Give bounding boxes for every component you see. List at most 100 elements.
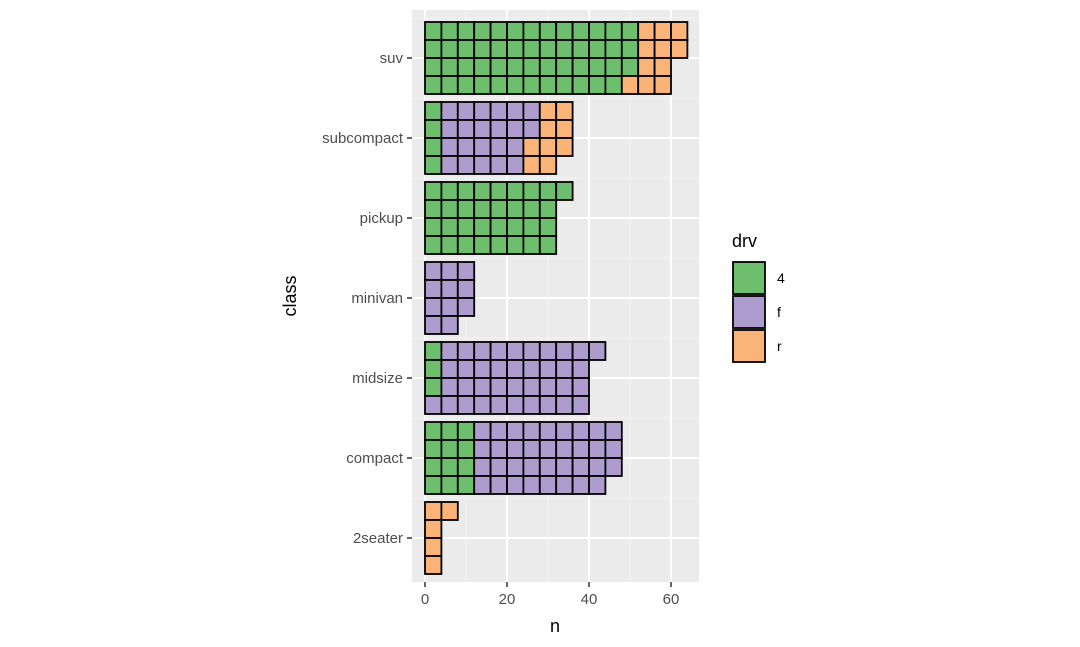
waffle-cell-compact [440,475,459,495]
waffle-cell-2seater [424,501,443,521]
waffle-cell-pickup [506,181,525,201]
waffle-cell-midsize [555,377,574,397]
waffle-cell-subcompact [456,155,476,175]
x-tick-label: 0 [421,591,429,608]
waffle-cell-pickup [456,181,476,201]
waffle-cell-suv [588,75,607,95]
waffle-cell-suv [506,75,525,95]
waffle-cell-pickup [473,199,492,219]
waffle-cell-subcompact [489,101,508,121]
waffle-cell-compact [506,421,525,441]
waffle-cell-compact [555,439,574,459]
waffle-cell-midsize [489,341,508,361]
waffle-cell-midsize [440,395,459,415]
waffle-cell-midsize [571,359,590,379]
waffle-cell-midsize [424,359,443,379]
waffle-cell-2seater [424,555,443,575]
waffle-cell-suv [653,21,672,41]
waffle-cell-suv [555,21,574,41]
legend-key-r [732,329,766,363]
waffle-cell-compact [456,457,476,477]
waffle-cell-pickup [489,199,508,219]
waffle-cell-suv [571,57,590,77]
waffle-cell-compact [588,439,607,459]
waffle-cell-suv [456,57,476,77]
waffle-cell-midsize [555,341,574,361]
waffle-cell-compact [440,439,459,459]
waffle-cell-suv [571,39,590,59]
y-axis: 2seater compact midsize minivan pickup subcom… [322,50,412,547]
waffle-cell-subcompact [522,119,541,139]
waffle-cell-compact [424,475,443,495]
waffle-cell-subcompact [489,155,508,175]
waffle-cell-midsize [456,341,476,361]
waffle-cell-minivan [424,279,443,299]
waffle-cell-subcompact [538,101,558,121]
waffle-cell-suv [456,75,476,95]
waffle-cell-midsize [555,359,574,379]
waffle-cell-suv [506,57,525,77]
waffle-cell-subcompact [424,137,443,157]
waffle-cell-pickup [538,235,558,255]
waffle-cell-subcompact [489,119,508,139]
waffle-cell-pickup [473,217,492,237]
waffle-cell-midsize [506,359,525,379]
waffle-cell-minivan [440,315,459,335]
waffle-cell-subcompact [424,101,443,121]
waffle-cell-compact [424,457,443,477]
waffle-cell-suv [637,57,656,77]
waffle-cell-suv [620,39,640,59]
waffle-cell-pickup [424,217,443,237]
waffle-cell-pickup [440,217,459,237]
waffle-cell-suv [424,57,443,77]
waffle-cell-pickup [489,181,508,201]
waffle-cell-compact [473,439,492,459]
waffle-cell-subcompact [506,119,525,139]
waffle-cell-subcompact [456,101,476,121]
waffle-cell-subcompact [506,155,525,175]
x-tick-label: 20 [499,591,516,608]
waffle-cell-pickup [538,199,558,219]
waffle-cell-midsize [571,341,590,361]
waffle-cell-pickup [440,199,459,219]
waffle-cell-suv [538,21,558,41]
waffle-cell-compact [456,439,476,459]
legend-key-4 [732,261,766,295]
legend: drv 4 f r [732,231,785,363]
waffle-cell-2seater [440,501,459,521]
waffle-cell-subcompact [424,119,443,139]
waffle-cell-minivan [440,261,459,281]
waffle-cell-suv [522,75,541,95]
waffle-cell-suv [620,75,640,95]
waffle-cell-midsize [588,341,607,361]
waffle-cell-midsize [538,341,558,361]
waffle-cell-suv [473,57,492,77]
waffle-cell-compact [588,421,607,441]
waffle-cell-midsize [571,377,590,397]
waffle-cell-suv [670,39,689,59]
waffle-cell-compact [456,475,476,495]
waffle-cell-pickup [456,199,476,219]
waffle-cell-minivan [440,279,459,299]
waffle-cell-suv [473,39,492,59]
waffle-cell-pickup [506,199,525,219]
waffle-cell-compact [506,439,525,459]
waffle-cell-suv [440,21,459,41]
x-axis: 0 20 40 60 [421,582,679,608]
waffle-cell-pickup [456,217,476,237]
y-tick-label: minivan [351,290,403,307]
waffle-cell-subcompact [522,137,541,157]
waffle-cell-compact [571,439,590,459]
waffle-cell-suv [538,57,558,77]
waffle-cell-suv [637,39,656,59]
waffle-cell-pickup [555,181,574,201]
waffle-cell-compact [522,475,541,495]
waffle-cell-suv [620,57,640,77]
waffle-cell-compact [489,439,508,459]
waffle-cell-compact [538,421,558,441]
waffle-cell-suv [440,57,459,77]
waffle-cell-compact [522,439,541,459]
waffle-cell-suv [489,57,508,77]
waffle-cell-suv [604,21,623,41]
legend-label: 4 [777,270,785,286]
